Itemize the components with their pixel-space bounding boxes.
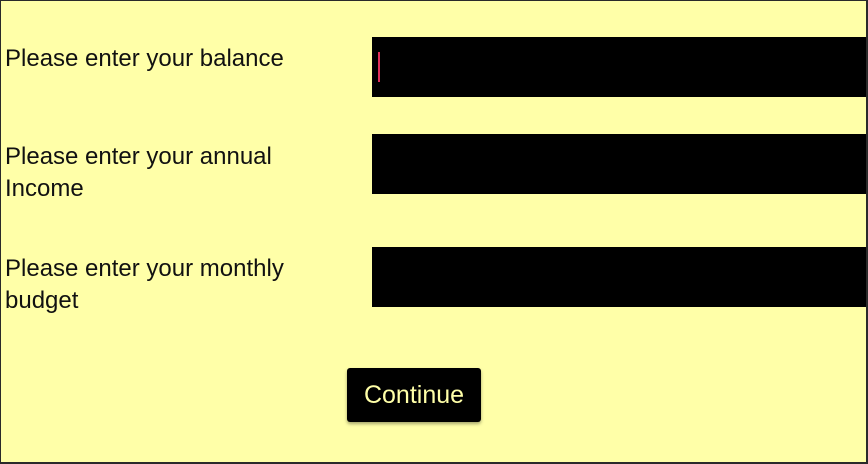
text-cursor	[378, 52, 380, 82]
annual-income-label: Please enter your annual Income	[5, 143, 272, 202]
monthly-budget-label: Please enter your monthly budget	[5, 255, 284, 314]
balance-label: Please enter your balance	[5, 45, 284, 72]
continue-button[interactable]: Continue	[347, 368, 481, 422]
monthly-budget-input[interactable]	[372, 247, 866, 307]
balance-input[interactable]	[372, 37, 866, 97]
annual-income-input[interactable]	[372, 134, 866, 194]
